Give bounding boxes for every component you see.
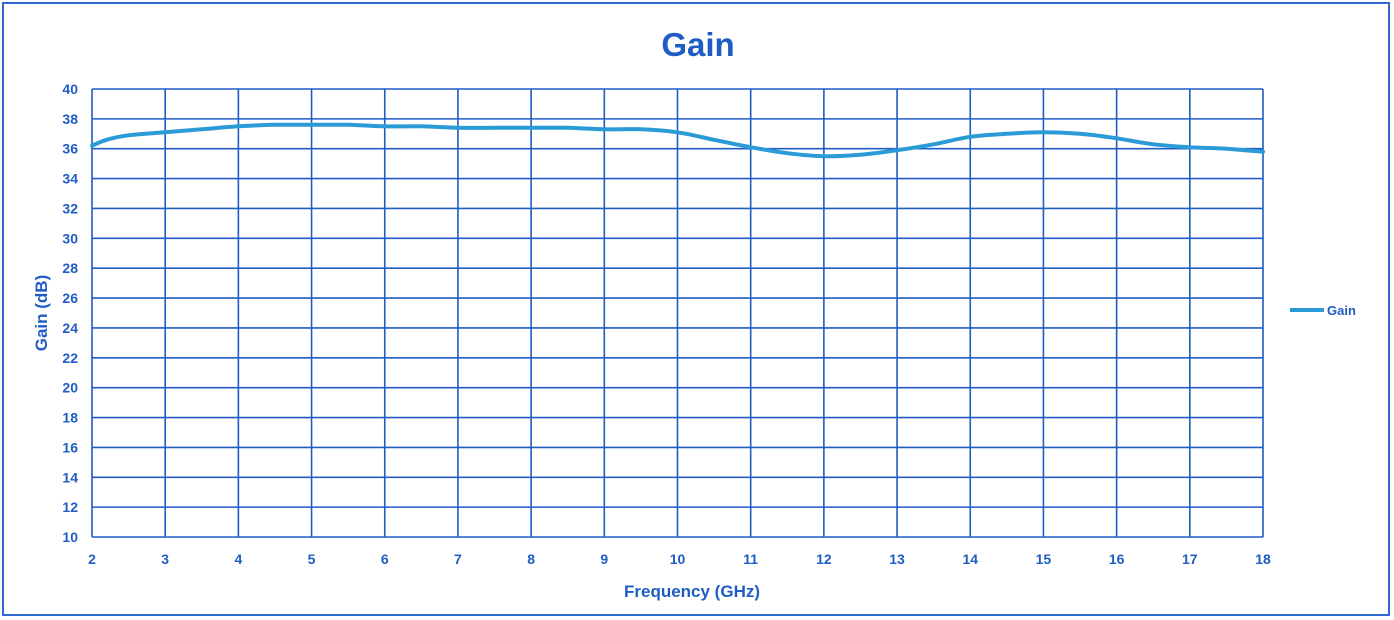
y-tick-label-18: 18 (62, 410, 78, 426)
y-tick-label-40: 40 (62, 81, 78, 97)
x-tick-label-8: 8 (527, 551, 535, 567)
x-tick-label-4: 4 (234, 551, 242, 567)
x-tick-label-12: 12 (816, 551, 832, 567)
x-tick-labels: 2 3 4 5 6 7 8 9 10 11 12 13 14 15 16 17 18 (88, 551, 1271, 567)
y-tick-label-26: 26 (62, 290, 78, 306)
x-tick-label-17: 17 (1182, 551, 1198, 567)
x-tick-label-9: 9 (600, 551, 608, 567)
chart-title: Gain (661, 26, 734, 63)
x-tick-label-11: 11 (743, 551, 758, 567)
series-line-gain (90, 122, 1265, 159)
y-tick-label-20: 20 (62, 380, 78, 396)
x-tick-label-10: 10 (670, 551, 686, 567)
x-tick-label-16: 16 (1109, 551, 1125, 567)
legend-label-gain: Gain (1327, 303, 1356, 318)
legend[interactable]: Gain (1290, 303, 1356, 318)
x-axis-title: Frequency (GHz) (624, 582, 760, 601)
x-tick-label-15: 15 (1036, 551, 1052, 567)
y-tick-label-10: 10 (62, 529, 78, 545)
y-tick-label-32: 32 (62, 200, 78, 216)
y-tick-label-28: 28 (62, 260, 78, 276)
x-tick-label-14: 14 (962, 551, 978, 567)
x-tick-label-3: 3 (161, 551, 169, 567)
series-layer (90, 122, 1265, 159)
x-tick-label-7: 7 (454, 551, 462, 567)
x-tick-label-5: 5 (308, 551, 316, 567)
y-tick-label-36: 36 (62, 141, 78, 157)
y-tick-label-30: 30 (62, 230, 78, 246)
y-tick-label-24: 24 (62, 320, 78, 336)
y-tick-label-14: 14 (62, 469, 78, 485)
x-tick-label-13: 13 (889, 551, 905, 567)
x-tick-label-6: 6 (381, 551, 389, 567)
y-tick-label-34: 34 (62, 171, 78, 187)
x-tick-label-18: 18 (1255, 551, 1271, 567)
y-tick-label-16: 16 (62, 439, 78, 455)
grid (91, 88, 1264, 538)
x-tick-label-2: 2 (88, 551, 96, 567)
y-tick-label-12: 12 (62, 499, 78, 515)
y-tick-label-38: 38 (62, 111, 78, 127)
y-tick-labels: 10 12 14 16 18 20 22 24 26 28 30 32 34 36 38 40 (62, 81, 78, 545)
y-tick-label-22: 22 (62, 350, 78, 366)
y-axis-title: Gain (dB) (32, 275, 51, 352)
